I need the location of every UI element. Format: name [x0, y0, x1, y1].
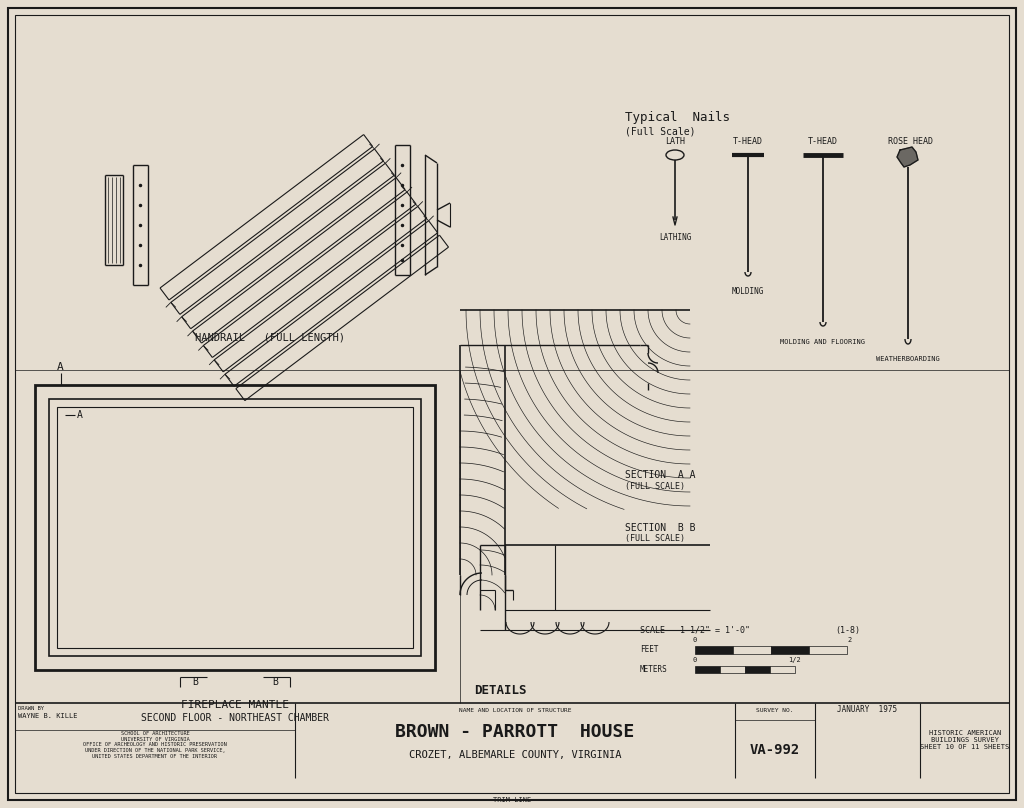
Bar — [695, 646, 733, 654]
Text: WAYNE B. KILLE: WAYNE B. KILLE — [18, 713, 78, 719]
Text: (FULL SCALE): (FULL SCALE) — [625, 482, 685, 490]
Polygon shape — [897, 147, 918, 167]
Text: DETAILS: DETAILS — [474, 684, 526, 696]
Text: MOLDING: MOLDING — [732, 288, 764, 297]
Text: (1-8): (1-8) — [835, 625, 860, 634]
Text: LATHING: LATHING — [658, 233, 691, 242]
Bar — [57, 407, 413, 648]
Text: BROWN - PARROTT  HOUSE: BROWN - PARROTT HOUSE — [395, 723, 635, 741]
Text: B: B — [193, 677, 198, 687]
Text: SECOND FLOOR - NORTHEAST CHAMBER: SECOND FLOOR - NORTHEAST CHAMBER — [141, 713, 329, 723]
Text: DRAWN BY: DRAWN BY — [18, 706, 44, 711]
Bar — [49, 399, 421, 656]
Text: 0: 0 — [693, 637, 697, 643]
Text: 2: 2 — [848, 637, 852, 643]
Bar — [809, 646, 847, 654]
Text: (FULL SCALE): (FULL SCALE) — [625, 535, 685, 544]
Text: FIREPLACE MANTLE: FIREPLACE MANTLE — [181, 700, 289, 710]
Text: (Full Scale): (Full Scale) — [625, 126, 695, 136]
Bar — [770, 666, 795, 673]
Text: MOLDING AND FLOORING: MOLDING AND FLOORING — [780, 339, 865, 345]
Bar — [35, 385, 435, 670]
Text: FEET: FEET — [640, 646, 658, 654]
Text: A: A — [57, 362, 63, 372]
Text: T-HEAD: T-HEAD — [808, 137, 838, 145]
Text: A: A — [77, 410, 83, 420]
Bar — [771, 646, 809, 654]
Bar — [720, 666, 745, 673]
Text: CROZET, ALBEMARLE COUNTY, VIRGINIA: CROZET, ALBEMARLE COUNTY, VIRGINIA — [409, 750, 622, 760]
Text: 1/2: 1/2 — [788, 657, 802, 663]
Text: B: B — [272, 677, 278, 687]
Text: Typical  Nails: Typical Nails — [625, 112, 730, 124]
Text: SCHOOL OF ARCHITECTURE
UNIVERSITY OF VIRGINIA
OFFICE OF ARCHEOLOGY AND HISTORIC : SCHOOL OF ARCHITECTURE UNIVERSITY OF VIR… — [83, 731, 227, 759]
Text: SECTION  A A: SECTION A A — [625, 470, 695, 480]
Text: SECTION  B B: SECTION B B — [625, 523, 695, 533]
Text: HANDRAIL   (FULL LENGTH): HANDRAIL (FULL LENGTH) — [195, 333, 345, 343]
Text: ROSE HEAD: ROSE HEAD — [889, 137, 934, 145]
Bar — [745, 666, 770, 673]
Bar — [733, 646, 771, 654]
Text: LATH: LATH — [665, 137, 685, 145]
Text: NAME AND LOCATION OF STRUCTURE: NAME AND LOCATION OF STRUCTURE — [459, 708, 571, 713]
Text: 0: 0 — [693, 657, 697, 663]
Text: JANUARY  1975: JANUARY 1975 — [837, 705, 897, 714]
Text: HISTORIC AMERICAN
BUILDINGS SURVEY
SHEET 10 OF 11 SHEETS: HISTORIC AMERICAN BUILDINGS SURVEY SHEET… — [921, 730, 1010, 750]
Text: SURVEY NO.: SURVEY NO. — [757, 708, 794, 713]
Text: SCALE   1 1/2" = 1'-0": SCALE 1 1/2" = 1'-0" — [640, 625, 750, 634]
Bar — [695, 666, 720, 673]
Text: METERS: METERS — [640, 664, 668, 674]
Text: T-HEAD: T-HEAD — [733, 137, 763, 145]
Text: WEATHERBOARDING: WEATHERBOARDING — [877, 356, 940, 362]
Text: VA-992: VA-992 — [750, 743, 800, 757]
Text: TRIM LINE: TRIM LINE — [493, 797, 531, 803]
